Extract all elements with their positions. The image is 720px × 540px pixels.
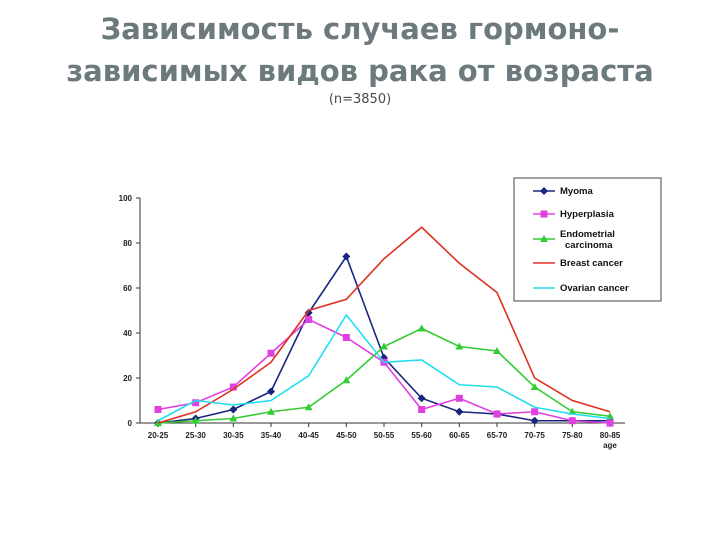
- data-point: [455, 407, 464, 416]
- x-axis-label: age: [603, 441, 617, 450]
- data-point: [342, 334, 350, 341]
- x-tick-label: 30-35: [223, 431, 244, 440]
- x-tick-label: 55-60: [411, 431, 432, 440]
- x-tick-label: 60-65: [449, 431, 470, 440]
- series-line: [157, 226, 611, 424]
- y-tick-label: 80: [123, 239, 132, 248]
- x-tick-label: 45-50: [336, 431, 357, 440]
- x-tick-label: 65-70: [487, 431, 508, 440]
- data-point: [267, 387, 275, 396]
- data-point: [530, 383, 539, 390]
- chart-series: [154, 226, 614, 427]
- y-tick-label: 20: [123, 374, 132, 383]
- x-tick-label: 50-55: [374, 431, 395, 440]
- x-tick-label: 70-75: [524, 431, 545, 440]
- data-point: [417, 394, 426, 403]
- series-breast-cancer: [157, 226, 611, 424]
- legend-label: Myoma: [560, 186, 593, 197]
- data-point: [267, 349, 275, 357]
- slide-title-line-1: Зависимость случаев гормоно-: [100, 12, 620, 46]
- legend-item: Breast cancer: [533, 258, 623, 269]
- data-point: [192, 399, 200, 407]
- y-tick-label: 60: [123, 284, 132, 293]
- legend-item: Myoma: [533, 186, 593, 197]
- data-point: [418, 406, 426, 413]
- series-hyperplasia: [154, 316, 614, 427]
- slide-subtitle: (n=3850): [328, 92, 392, 107]
- data-point: [229, 414, 238, 422]
- x-tick-label: 75-80: [562, 431, 583, 440]
- data-point: [380, 342, 388, 350]
- data-point: [342, 252, 351, 261]
- legend-swatch-marker: [540, 235, 548, 242]
- data-point: [493, 347, 501, 354]
- data-point: [305, 316, 313, 323]
- legend-label: Breast cancer: [560, 258, 623, 269]
- x-tick-label: 80-85: [600, 431, 621, 440]
- data-point: [606, 419, 614, 427]
- legend-item: Hyperplasia: [533, 209, 615, 220]
- x-tick-label: 25-30: [185, 431, 206, 440]
- legend-label: Hyperplasia: [560, 209, 615, 220]
- y-tick-label: 100: [119, 194, 133, 203]
- series-ovarian-cancer: [157, 313, 611, 422]
- y-tick-label: 0: [128, 419, 133, 428]
- data-point: [493, 410, 501, 418]
- legend-swatch-marker: [540, 187, 548, 195]
- series-line: [157, 313, 611, 422]
- data-point: [455, 394, 463, 402]
- data-point: [304, 308, 313, 317]
- data-point: [530, 416, 539, 425]
- data-point: [229, 383, 237, 391]
- series-line: [157, 318, 611, 424]
- data-point: [455, 342, 464, 350]
- legend-item: Ovarian cancer: [533, 283, 629, 294]
- legend-label: carcinoma: [565, 240, 613, 251]
- series-endometrial-carcinoma: [154, 324, 614, 426]
- x-tick-label: 40-45: [298, 431, 319, 440]
- legend-label: Endometrial: [560, 229, 615, 240]
- x-tick-label: 35-40: [261, 431, 282, 440]
- slide-title: Зависимость случаев гормоно- зависимых в…: [0, 8, 720, 92]
- legend-label: Ovarian cancer: [560, 283, 629, 294]
- data-point: [568, 417, 576, 425]
- slide-title-line-2: зависимых видов рака от возраста: [66, 54, 654, 88]
- chart-axes: [136, 197, 625, 427]
- data-point: [191, 416, 200, 424]
- data-point: [267, 407, 275, 415]
- data-point: [531, 408, 539, 416]
- data-point: [304, 403, 313, 411]
- chart-tick-labels: 0 20 40 60 80 100 20-25 25-30 30-35 35-40 40-45 45-…: [119, 194, 621, 450]
- legend-swatch-marker: [540, 210, 548, 218]
- x-tick-label: 20-25: [148, 431, 169, 440]
- data-point: [154, 406, 162, 413]
- y-tick-label: 40: [123, 329, 132, 338]
- data-point: [229, 405, 238, 414]
- data-point: [342, 376, 351, 384]
- data-point: [417, 324, 426, 332]
